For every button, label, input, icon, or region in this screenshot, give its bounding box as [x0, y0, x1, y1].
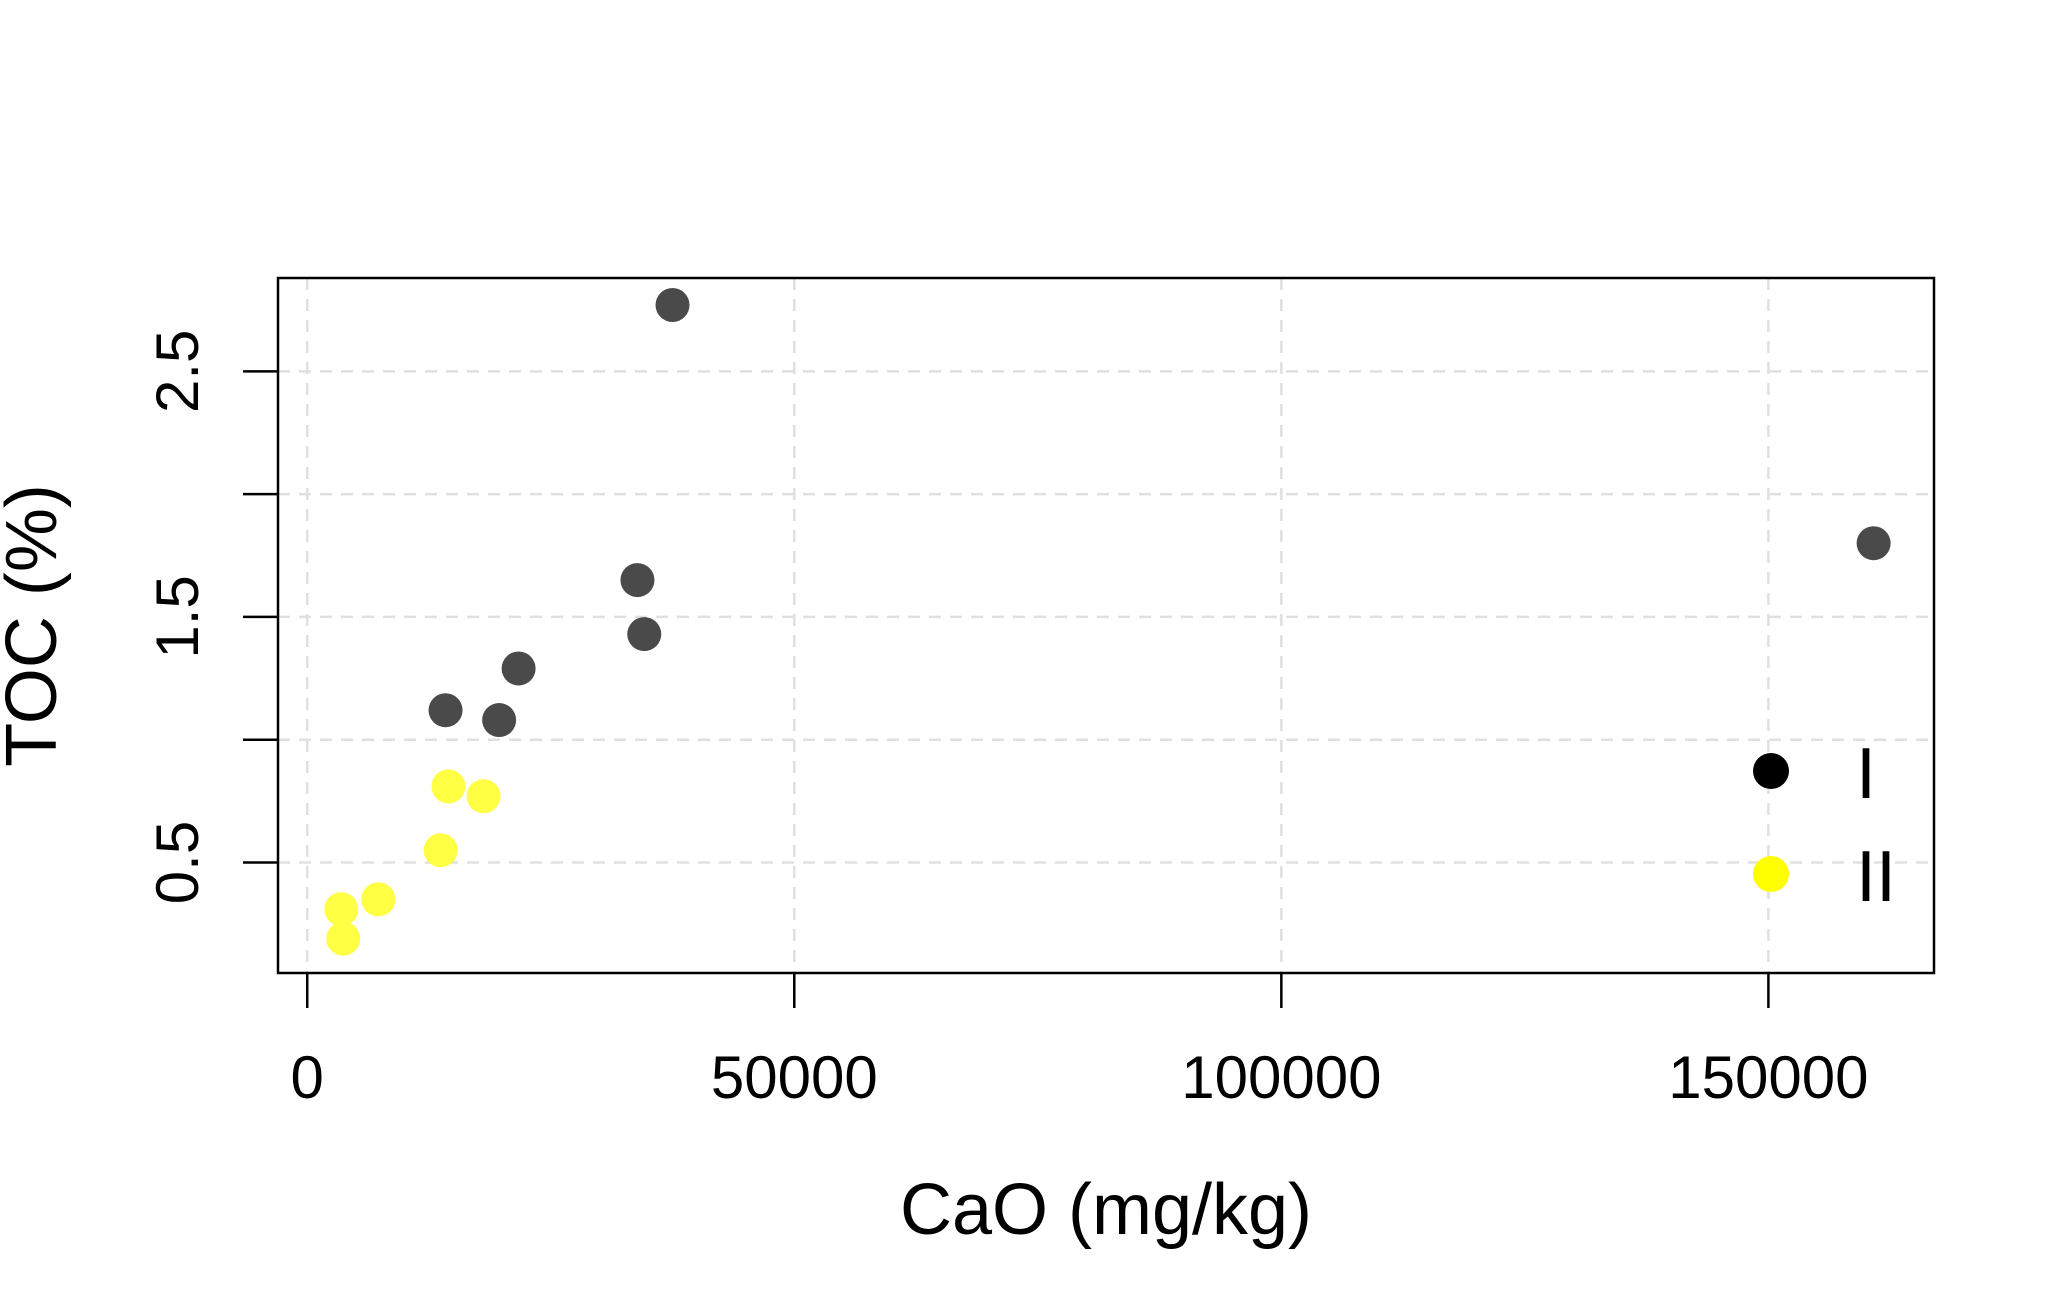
plot-area-border [276, 276, 1936, 975]
legend: III [1753, 734, 1896, 917]
x-axis: 0 50000 100000 150000 [291, 973, 1869, 1111]
legend-label: II [1856, 837, 1896, 917]
data-point-series-II [431, 769, 466, 804]
legend-label: I [1856, 734, 1876, 814]
data-points [324, 288, 1891, 956]
data-point-series-I [655, 288, 690, 323]
y-axis: 0.5 1.5 2.5 [144, 330, 278, 904]
data-point-series-I [1856, 526, 1891, 561]
y-axis-title: TOC (%) [0, 484, 72, 767]
data-point-series-II [423, 833, 458, 868]
x-tick-label: 50000 [711, 1044, 878, 1111]
data-point-series-I [620, 563, 655, 598]
y-tick-label: 0.5 [144, 821, 211, 904]
data-point-series-II [361, 882, 396, 917]
x-tick-label: 150000 [1668, 1044, 1868, 1111]
data-point-series-I [501, 651, 536, 686]
data-point-series-I [482, 703, 517, 738]
x-tick-label: 0 [291, 1044, 324, 1111]
grid-lines [278, 278, 1934, 973]
data-point-series-I [627, 617, 662, 652]
data-point-series-II [326, 921, 361, 956]
y-tick-label: 1.5 [144, 575, 211, 658]
y-tick-label: 2.5 [144, 330, 211, 413]
legend-marker [1753, 753, 1789, 789]
x-tick-label: 100000 [1181, 1044, 1381, 1111]
data-point-series-I [428, 693, 463, 728]
data-point-series-II [324, 892, 359, 927]
x-axis-title: CaO (mg/kg) [900, 1170, 1312, 1250]
legend-marker [1753, 856, 1789, 892]
data-point-series-II [466, 779, 501, 814]
